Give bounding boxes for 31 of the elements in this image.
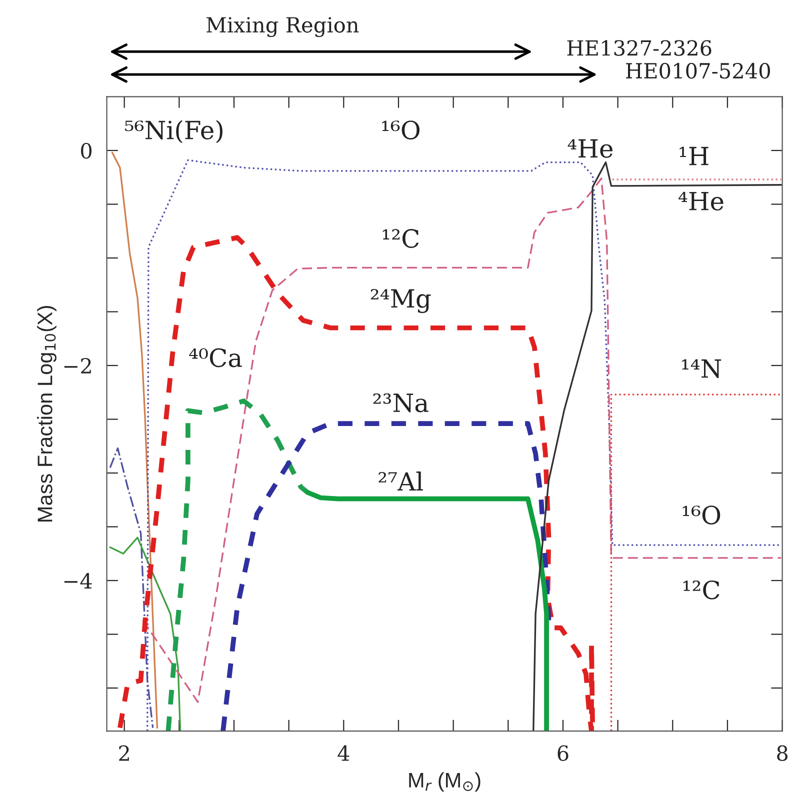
- annotation: ¹H: [680, 146, 708, 166]
- line-series: [109, 536, 182, 732]
- annotation: ¹²C: [382, 229, 419, 248]
- x-tick-label: 6: [558, 745, 568, 762]
- y-axis-title: Mass Fraction Log$_{10}$(X): [37, 306, 56, 522]
- y-tick-label: −4: [64, 572, 92, 588]
- text: HE0107-5240: [626, 62, 770, 79]
- text: HE1327-2326: [567, 40, 712, 56]
- x-tick-label: 8: [777, 745, 788, 762]
- y-tick-label: −2: [64, 358, 91, 374]
- y-tick-label: 0: [81, 142, 92, 159]
- annotation: ²³Na: [373, 393, 428, 412]
- annotation: ⁴He: [568, 139, 613, 158]
- line-series: [220, 421, 552, 732]
- x-tick-label: 2: [119, 745, 129, 761]
- text: Mixing Region: [206, 17, 359, 38]
- annotation: ²⁴Mg: [370, 288, 431, 314]
- annotation: ⁵⁶Ni(Fe): [125, 120, 222, 144]
- annotation: ²⁷Al: [378, 472, 423, 491]
- line-series: [166, 398, 310, 732]
- annotation: ⁴He: [678, 192, 724, 211]
- annotation: ¹⁶O: [382, 120, 420, 140]
- line-series: [305, 490, 549, 732]
- x-axis-title: M$_{r}$ (M$_{⊙}$): [409, 772, 480, 792]
- annotation: ¹⁶O: [682, 506, 720, 525]
- line-series: [109, 447, 154, 729]
- annotation: ¹²C: [683, 580, 720, 600]
- annotation: ⁴⁰Ca: [189, 348, 242, 368]
- line-series: [111, 152, 158, 729]
- annotation: ¹⁴N: [682, 359, 722, 378]
- x-tick-label: 4: [338, 745, 350, 761]
